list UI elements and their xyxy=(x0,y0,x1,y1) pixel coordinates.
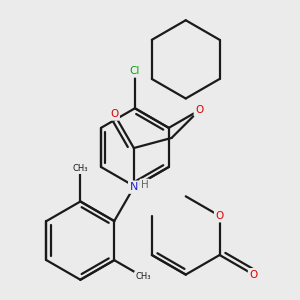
Text: N: N xyxy=(130,182,138,192)
Text: O: O xyxy=(215,211,224,221)
Text: H: H xyxy=(141,180,149,190)
Text: O: O xyxy=(249,270,258,280)
Text: O: O xyxy=(195,105,203,115)
Text: Cl: Cl xyxy=(130,66,140,76)
Text: CH₃: CH₃ xyxy=(73,164,88,173)
Text: O: O xyxy=(110,109,118,119)
Text: CH₃: CH₃ xyxy=(135,272,151,281)
